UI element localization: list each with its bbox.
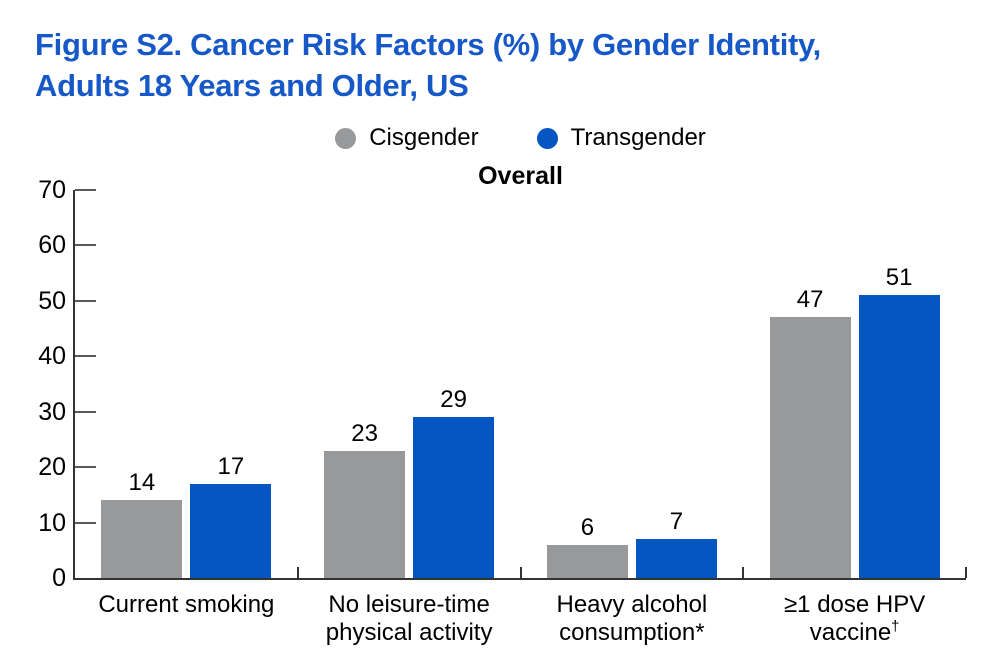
y-axis-label-20: 20 (38, 453, 66, 482)
y-axis-label-60: 60 (38, 231, 66, 260)
y-axis-tick-20 (75, 466, 96, 469)
value-label-cisgender-no-leisure-time-physical-activity: 23 (351, 419, 378, 447)
bar-cisgender-no-leisure-time-physical-activity (324, 450, 406, 578)
bar-cisgender-current-smoking (101, 500, 183, 578)
legend: Cisgender Transgender (75, 122, 966, 154)
x-axis-tick-3 (742, 567, 745, 578)
y-axis-label-0: 0 (52, 564, 66, 592)
figure-title-line2: Adults 18 Years and Older, US (35, 68, 469, 103)
x-axis-tick-2 (519, 567, 522, 578)
bar-transgender-no-leisure-time-physical-activity (413, 417, 495, 578)
y-axis-tick-10 (75, 521, 96, 524)
category-label-current-smoking: Current smoking (98, 591, 275, 618)
legend-label-cisgender: Cisgender (369, 124, 479, 151)
dagger-footnote-marker: † (891, 619, 900, 635)
y-axis-label-70: 70 (38, 176, 66, 204)
category-label--1-dose-hpv-vaccine-: ≥1 dose HPV vaccine† (784, 591, 926, 646)
value-label-transgender-current-smoking: 17 (217, 452, 245, 480)
bar-transgender-heavy-alcohol-consumption- (635, 539, 717, 578)
figure-title: Figure S2. Cancer Risk Factors (%) by Ge… (35, 24, 965, 106)
y-axis-tick-70 (75, 189, 96, 191)
y-axis-label-40: 40 (38, 342, 66, 371)
bar-transgender-current-smoking (190, 483, 272, 578)
transgender-swatch-icon (536, 127, 558, 149)
value-label-cisgender--1-dose-hpv-vaccine-: 47 (796, 286, 824, 314)
x-axis-tick-1 (296, 567, 299, 578)
legend-item-cisgender: Cisgender (335, 124, 479, 152)
y-axis-label-50: 50 (38, 286, 66, 315)
y-axis-tick-60 (75, 244, 96, 247)
value-label-transgender-no-leisure-time-physical-activity: 29 (440, 386, 467, 414)
legend-label-transgender: Transgender (570, 124, 706, 151)
value-label-cisgender-current-smoking: 14 (128, 469, 156, 497)
chart-subtitle: Overall (478, 162, 563, 190)
category-label-no-leisure-time-physical-activity: No leisure-time physical activity (325, 591, 493, 646)
bar-transgender--1-dose-hpv-vaccine- (858, 295, 940, 578)
y-axis (73, 190, 75, 580)
cisgender-swatch-icon (335, 127, 357, 149)
y-axis-tick-30 (75, 410, 96, 413)
figure-title-line1: Figure S2. Cancer Risk Factors (%) by Ge… (35, 27, 821, 62)
x-axis-tick-4 (965, 567, 967, 578)
category-label-heavy-alcohol-consumption-: Heavy alcohol consumption* (556, 591, 708, 646)
value-label-transgender-heavy-alcohol-consumption-: 7 (669, 508, 684, 536)
legend-item-transgender: Transgender (536, 124, 706, 152)
x-axis (73, 578, 966, 580)
y-axis-label-10: 10 (38, 508, 66, 537)
value-label-transgender--1-dose-hpv-vaccine-: 51 (885, 264, 913, 292)
bar-cisgender--1-dose-hpv-vaccine- (769, 317, 851, 578)
bar-cisgender-heavy-alcohol-consumption- (546, 544, 628, 578)
y-axis-tick-50 (75, 299, 96, 302)
y-axis-tick-40 (75, 355, 96, 358)
y-axis-label-30: 30 (38, 397, 66, 426)
value-label-cisgender-heavy-alcohol-consumption-: 6 (580, 513, 595, 541)
